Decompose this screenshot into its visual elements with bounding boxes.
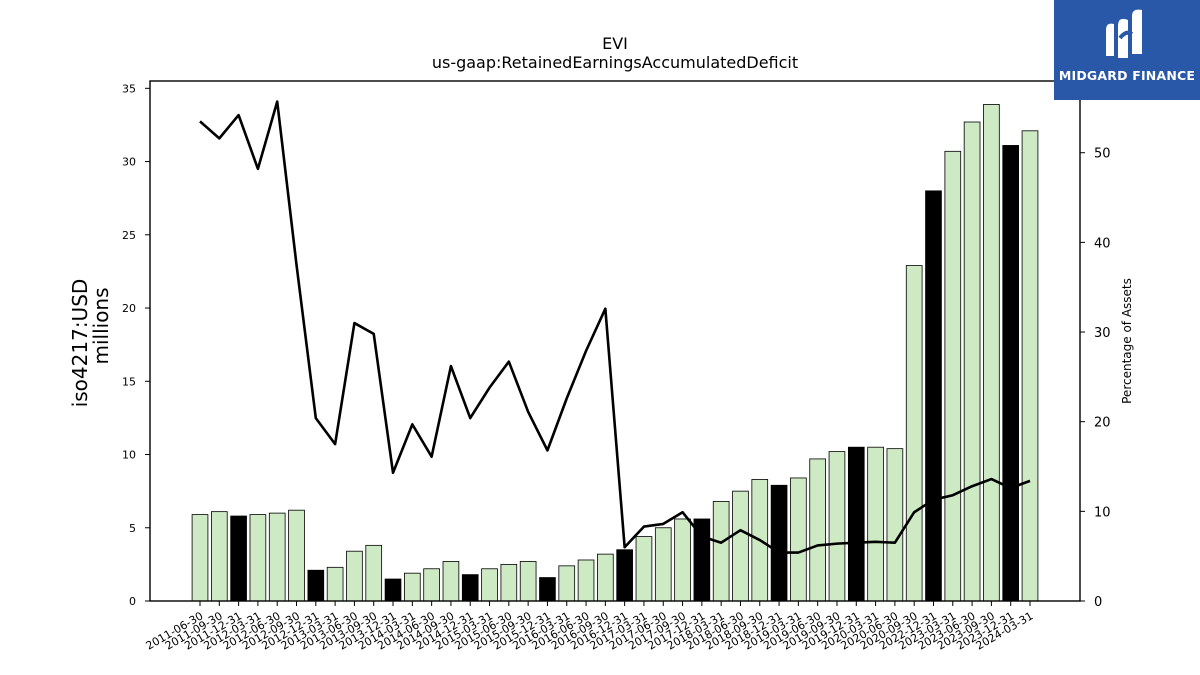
bar (365, 544, 383, 602)
bar (847, 446, 865, 602)
y-axis-right-label: Percentage of Assets (1120, 278, 1134, 404)
y-right-tick-label: 50 (1094, 147, 1111, 162)
bar (963, 121, 981, 602)
bar (712, 500, 730, 602)
bar (616, 549, 633, 602)
bar (1002, 145, 1020, 602)
bar (597, 553, 614, 602)
y-axis-right: 0 10 20 30 40 50 (1080, 147, 1111, 610)
bar (635, 536, 653, 602)
y-right-tick-label: 10 (1094, 505, 1111, 520)
y-axis-left: 0 5 10 15 20 25 30 35 (122, 82, 150, 608)
bar (867, 446, 884, 602)
bar-series (191, 104, 1039, 602)
bar (249, 514, 267, 602)
bar (326, 566, 344, 602)
y-left-tick-label: 25 (122, 229, 136, 242)
y-left-tick-label: 5 (129, 522, 136, 535)
brand-logo: MIDGARD FINANCE (1054, 0, 1200, 100)
bar (983, 104, 1000, 602)
bar (886, 448, 904, 602)
logo-text: MIDGARD FINANCE (1058, 68, 1196, 83)
bar (384, 578, 402, 602)
bar (539, 577, 556, 602)
bar (828, 451, 846, 602)
y-left-tick-label: 0 (129, 595, 136, 608)
bar (944, 150, 962, 602)
bar (423, 568, 440, 602)
bar (519, 561, 537, 602)
logo-mark-icon (1106, 9, 1142, 58)
x-axis: 2011-06-302011-09-302011-12-312012-03-31… (144, 601, 1036, 653)
bar (230, 515, 247, 602)
y-left-tick-label: 30 (122, 156, 136, 169)
bar (790, 477, 807, 602)
y-right-tick-label: 40 (1094, 236, 1111, 251)
bar (654, 527, 672, 602)
bar (461, 574, 479, 602)
bar (442, 561, 460, 602)
bar (481, 568, 498, 602)
y-right-tick-label: 30 (1094, 326, 1111, 341)
y-left-tick-label: 35 (122, 82, 136, 95)
y-axis-left-label-line2: millions (89, 287, 113, 364)
bar (288, 509, 305, 602)
bar (674, 518, 691, 602)
bar (210, 511, 228, 602)
y-right-tick-label: 20 (1094, 416, 1111, 431)
y-left-tick-label: 20 (122, 302, 136, 315)
line-percentage-of-assets (199, 100, 1031, 554)
bar (404, 572, 421, 602)
bar (809, 458, 826, 602)
bar (346, 550, 363, 602)
y-left-tick-label: 15 (122, 375, 136, 388)
chart-subtitle: us-gaap:RetainedEarningsAccumulatedDefic… (432, 53, 798, 72)
bar (558, 565, 576, 602)
bar (905, 265, 923, 602)
bar (732, 490, 749, 602)
line-series (199, 100, 1031, 554)
chart-title: EVI (602, 34, 628, 53)
plot-frame (149, 80, 1081, 602)
bar (1021, 130, 1039, 602)
bar (307, 569, 325, 602)
bar (191, 514, 209, 602)
bar (577, 559, 595, 602)
bar (268, 512, 286, 602)
bar (925, 190, 942, 602)
y-axis-left-label-line1: iso4217:USD (68, 279, 92, 408)
bar (500, 563, 518, 602)
y-left-tick-label: 10 (122, 449, 136, 462)
bar (770, 484, 788, 602)
y-right-tick-label: 0 (1094, 595, 1102, 610)
